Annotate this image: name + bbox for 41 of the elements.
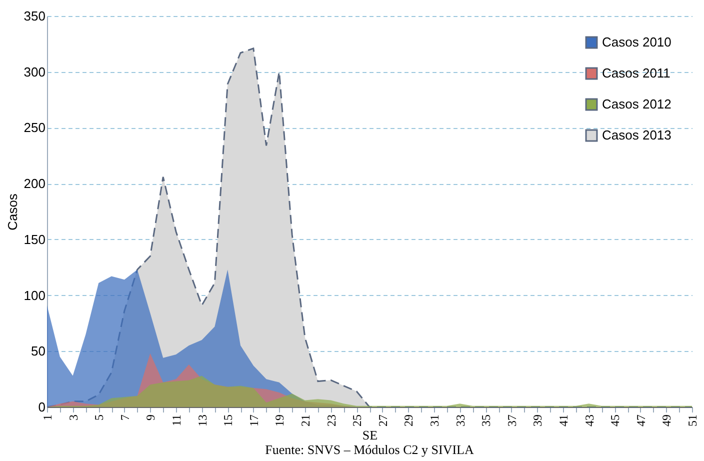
x-tick-label: 39 bbox=[530, 414, 545, 426]
y-axis-title: Casos bbox=[4, 193, 20, 230]
x-tick-label: 15 bbox=[221, 414, 236, 426]
y-tick-label: 200 bbox=[24, 176, 46, 192]
x-tick-label: 35 bbox=[479, 414, 494, 426]
legend-label: Casos 2010 bbox=[602, 34, 672, 50]
x-tick-label: 51 bbox=[686, 414, 700, 426]
y-tick-label: 0 bbox=[38, 400, 46, 414]
x-tick-label: 23 bbox=[324, 414, 338, 426]
x-tick-label: 3 bbox=[66, 414, 80, 420]
x-tick-label: 43 bbox=[582, 414, 596, 426]
y-tick-label: 250 bbox=[24, 120, 46, 136]
x-tick-label: 11 bbox=[170, 414, 184, 426]
x-tick-label: 25 bbox=[350, 414, 364, 426]
x-tick-label: 47 bbox=[634, 414, 648, 426]
y-tick-label: 100 bbox=[24, 288, 46, 303]
x-tick-label: 7 bbox=[118, 414, 132, 420]
y-tick-label: 350 bbox=[24, 8, 46, 24]
x-tick-label: 9 bbox=[144, 414, 158, 420]
x-tick-label: 49 bbox=[660, 414, 674, 426]
x-tick-label: 33 bbox=[453, 414, 468, 426]
y-tick-label: 300 bbox=[24, 64, 46, 80]
source-note: Fuente: SNVS – Módulos C2 y SIVILA bbox=[265, 442, 474, 457]
x-tick-label: 1 bbox=[40, 414, 54, 420]
x-tick-label: 45 bbox=[608, 414, 622, 426]
x-tick-label: 13 bbox=[195, 414, 210, 426]
x-axis-title: SE bbox=[362, 428, 378, 442]
legend-label: Casos 2011 bbox=[602, 66, 670, 80]
y-tick-label: 50 bbox=[31, 344, 46, 359]
legend-label: Casos 2012 bbox=[602, 96, 672, 112]
y-tick-label: 150 bbox=[24, 232, 46, 247]
x-tick-label: 41 bbox=[556, 414, 570, 426]
x-tick-label: 29 bbox=[402, 414, 416, 426]
x-tick-label: 19 bbox=[272, 414, 287, 426]
x-tick-label: 31 bbox=[428, 414, 442, 426]
x-tick-label: 5 bbox=[92, 414, 106, 420]
x-tick-label: 37 bbox=[504, 414, 519, 426]
x-tick-label: 17 bbox=[246, 414, 261, 426]
legend-label: Casos 2013 bbox=[602, 128, 672, 142]
x-tick-label: 21 bbox=[298, 414, 312, 426]
x-tick-label: 27 bbox=[376, 414, 390, 426]
